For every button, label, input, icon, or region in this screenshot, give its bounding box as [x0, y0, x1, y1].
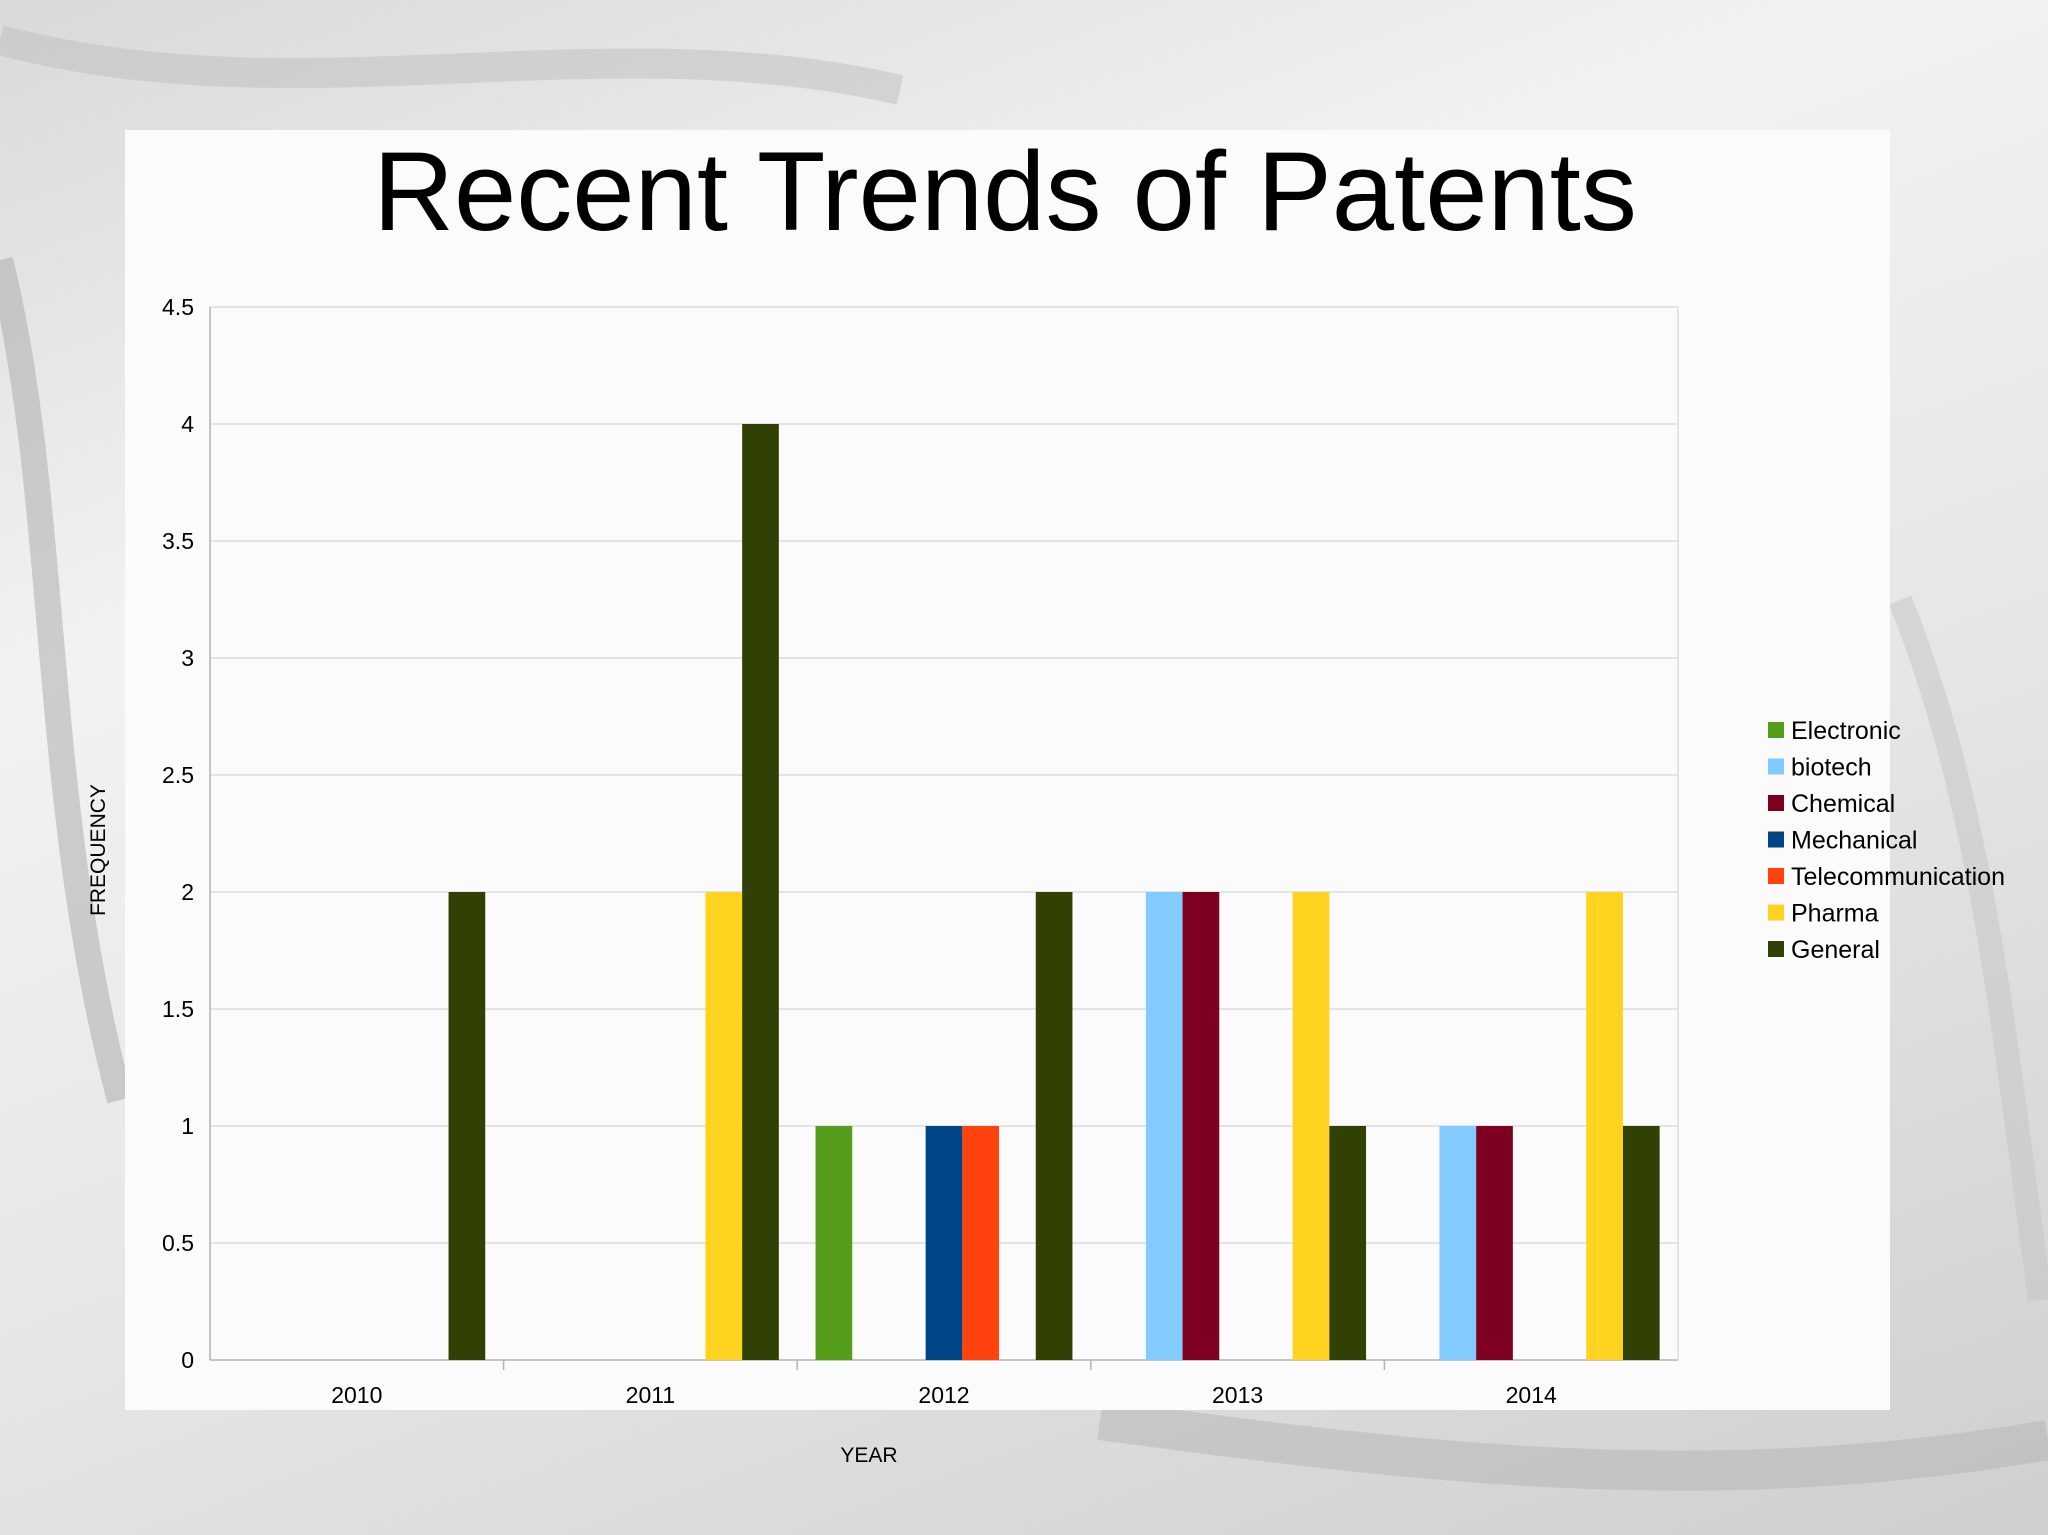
- y-tick-label: 2: [181, 879, 194, 905]
- legend-label-chemical: Chemical: [1791, 790, 1895, 818]
- x-tick-label: 2013: [1212, 1382, 1263, 1408]
- bar-general-2011: [742, 424, 779, 1360]
- x-tick-label: 2012: [918, 1382, 969, 1408]
- y-axis-title: FREQUENCY: [87, 784, 110, 916]
- bars: [448, 424, 1660, 1360]
- x-tick-label: 2011: [626, 1382, 675, 1408]
- legend-swatch-telecommunication: [1768, 868, 1784, 884]
- y-tick-label: 0: [181, 1347, 194, 1373]
- legend-swatch-general: [1768, 941, 1784, 957]
- bar-telecommunication-2012: [962, 1126, 1000, 1360]
- bar-general-2012: [1035, 892, 1073, 1360]
- legend-swatch-biotech: [1768, 758, 1784, 775]
- bar-general-2014: [1622, 1126, 1660, 1360]
- legend-label-telecommunication: Telecommunication: [1791, 863, 2005, 891]
- axes: YEAR FREQUENCY 0 0.5 1 1.5 2 2.5 3 3.5 4 4.5 2010 2…: [87, 294, 1557, 1467]
- y-tick-label: 2.5: [162, 762, 194, 788]
- legend-swatch-pharma: [1768, 904, 1784, 921]
- bar-pharma-2013: [1292, 892, 1330, 1360]
- legend-label-electronic: Electronic: [1791, 717, 1901, 745]
- legend-label-biotech: biotech: [1791, 754, 1872, 782]
- bar-mechanical-2012: [925, 1126, 963, 1360]
- bar-chemical-2013: [1182, 892, 1220, 1360]
- bar-pharma-2014: [1586, 892, 1623, 1360]
- bar-pharma-2011: [705, 892, 743, 1360]
- bar-general-2013: [1329, 1126, 1367, 1360]
- legend-swatch-mechanical: [1768, 831, 1784, 848]
- bar-biotech-2014: [1439, 1126, 1477, 1360]
- y-tick-label: 4: [181, 411, 194, 437]
- legend-swatch-chemical: [1768, 795, 1784, 811]
- legend-label-general: General: [1791, 936, 1880, 964]
- x-axis-title: YEAR: [840, 1444, 897, 1467]
- y-tick-label: 1: [181, 1113, 194, 1139]
- bar-electronic-2012: [815, 1126, 853, 1360]
- x-tick-label: 2010: [331, 1382, 382, 1408]
- slide-title: Recent Trends of Patents: [373, 129, 1637, 254]
- y-tick-label: 4.5: [162, 294, 194, 320]
- legend-label-mechanical: Mechanical: [1791, 827, 1917, 855]
- legend-swatch-electronic: [1768, 722, 1784, 738]
- y-tick-label: 1.5: [162, 996, 194, 1022]
- bar-chemical-2014: [1476, 1126, 1513, 1360]
- y-tick-label: 3.5: [162, 528, 194, 554]
- bar-biotech-2013: [1145, 892, 1183, 1360]
- y-tick-label: 3: [181, 645, 194, 671]
- legend: Electronic biotech Chemical Mechanical Telec…: [1768, 717, 2005, 964]
- legend-label-pharma: Pharma: [1791, 900, 1879, 928]
- bar-general-2010: [448, 892, 486, 1360]
- x-tick-label: 2014: [1506, 1382, 1557, 1408]
- y-tick-label: 0.5: [162, 1230, 194, 1256]
